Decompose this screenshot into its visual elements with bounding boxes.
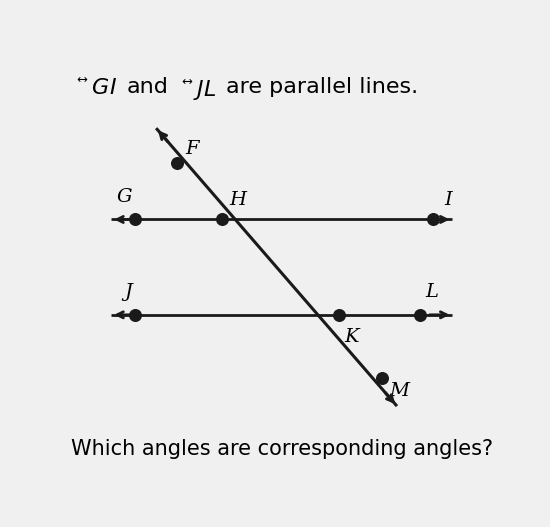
Text: $\overleftrightarrow{JL}$: $\overleftrightarrow{JL}$: [182, 77, 216, 102]
Text: G: G: [117, 188, 132, 206]
Point: [218, 215, 227, 223]
Point: [378, 374, 387, 382]
Text: K: K: [344, 328, 359, 346]
Text: are parallel lines.: are parallel lines.: [227, 77, 419, 97]
Point: [429, 215, 438, 223]
Text: I: I: [444, 191, 452, 209]
Text: Which angles are corresponding angles?: Which angles are corresponding angles?: [71, 439, 493, 459]
Point: [130, 215, 139, 223]
Point: [416, 310, 425, 319]
Text: H: H: [230, 191, 247, 209]
Text: and: and: [126, 77, 168, 97]
Text: F: F: [185, 140, 199, 158]
Text: L: L: [425, 284, 438, 301]
Point: [335, 310, 344, 319]
Text: $\overleftrightarrow{GI}$: $\overleftrightarrow{GI}$: [77, 77, 117, 99]
Text: M: M: [389, 382, 410, 400]
Point: [173, 159, 182, 167]
Point: [130, 310, 139, 319]
Text: J: J: [124, 284, 132, 301]
